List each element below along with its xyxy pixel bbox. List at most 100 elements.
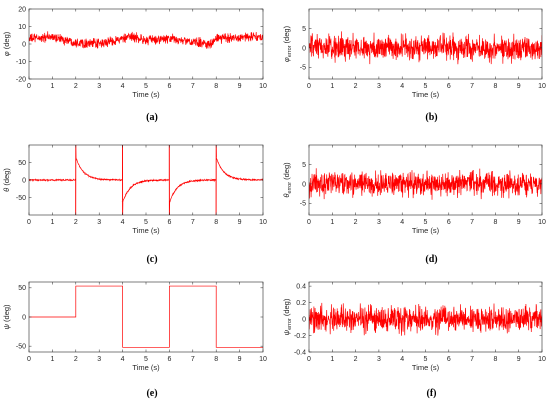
y-tick-label: 10 (18, 24, 26, 31)
x-tick-label: 4 (121, 356, 125, 363)
x-tick-label: 9 (238, 356, 242, 363)
y-axis-unit: (deg) (2, 31, 11, 51)
x-tick-label: 1 (330, 356, 334, 363)
y-axis-unit: (deg) (2, 304, 11, 324)
x-axis-label: Time (s) (412, 226, 440, 235)
y-axis-symbol: θ (2, 188, 11, 192)
x-tick-label: 1 (50, 356, 54, 363)
y-axis-unit: (deg) (2, 168, 11, 188)
series-line-b (309, 31, 542, 65)
x-tick-label: 1 (50, 83, 54, 90)
x-tick-label: 10 (259, 83, 267, 90)
x-tick-label: 6 (167, 219, 171, 226)
x-tick-label: 10 (259, 356, 267, 363)
y-tick-label: -20 (16, 76, 26, 83)
y-tick-label: 0 (302, 316, 306, 323)
x-tick-label: 4 (121, 219, 125, 226)
chart-c: 0 1 2 3 4 5 6 7 8 9 10 -50 0 50 Time (s) θ (deg) (c) (2, 144, 267, 265)
y-tick-label: 20 (18, 6, 26, 13)
y-tick-label: 0.2 (296, 300, 306, 307)
series-line-c (29, 145, 263, 215)
panel-label-d: (d) (425, 254, 437, 265)
x-tick-label: 8 (493, 219, 497, 226)
x-tick-label: 5 (424, 356, 428, 363)
panel-label-a: (a) (146, 112, 158, 123)
x-axis-label: Time (s) (412, 363, 440, 372)
y-axis-symbol: ψ (282, 329, 291, 335)
x-tick-label: 6 (167, 83, 171, 90)
y-axis-subscript: error (287, 318, 293, 330)
x-tick-label: 6 (447, 356, 451, 363)
series-line-f (309, 302, 542, 336)
y-axis-unit: (deg) (282, 162, 291, 182)
x-tick-label: 4 (121, 83, 125, 90)
y-axis-unit: (deg) (282, 25, 291, 45)
y-tick-label: -0.4 (294, 349, 306, 356)
x-tick-label: 1 (50, 219, 54, 226)
y-axis-symbol: φ (282, 57, 291, 62)
x-tick-label: 6 (167, 356, 171, 363)
x-tick-label: 0 (307, 83, 311, 90)
x-tick-label: 0 (307, 356, 311, 363)
x-axis-label: Time (s) (132, 90, 160, 99)
y-axis-label: ψ (deg) (2, 304, 11, 330)
panel-label-c: (c) (146, 254, 157, 265)
x-tick-label: 6 (447, 83, 451, 90)
y-axis-subscript: error (287, 182, 293, 194)
x-tick-label: 5 (144, 219, 148, 226)
series-line-a (29, 31, 263, 49)
x-tick-label: 7 (191, 83, 195, 90)
x-tick-label: 0 (307, 219, 311, 226)
x-tick-label: 7 (470, 83, 474, 90)
x-tick-label: 8 (493, 356, 497, 363)
x-tick-label: 9 (517, 219, 521, 226)
x-tick-label: 1 (330, 219, 334, 226)
y-tick-label: -5 (300, 65, 306, 72)
x-tick-label: 8 (214, 219, 218, 226)
y-axis-symbol: θ (282, 194, 291, 198)
y-tick-label: 50 (18, 160, 26, 167)
x-tick-label: 7 (191, 219, 195, 226)
x-tick-label: 8 (214, 356, 218, 363)
y-tick-label: -50 (16, 344, 26, 351)
panel-label-f: (f) (427, 388, 437, 399)
y-axis-unit: (deg) (282, 298, 291, 318)
panel-label-b: (b) (425, 112, 437, 123)
y-tick-label: -50 (16, 195, 26, 202)
x-axis-label: Time (s) (132, 363, 160, 372)
x-axis-label: Time (s) (132, 226, 160, 235)
y-tick-label: 0 (22, 314, 26, 321)
x-tick-label: 5 (424, 83, 428, 90)
y-axis-symbol: ψ (2, 324, 11, 330)
x-tick-label: 9 (238, 219, 242, 226)
x-tick-label: 0 (27, 356, 31, 363)
x-tick-label: 10 (538, 83, 546, 90)
x-tick-label: 9 (517, 356, 521, 363)
y-tick-label: 0 (302, 45, 306, 52)
x-tick-label: 8 (214, 83, 218, 90)
x-tick-label: 0 (27, 83, 31, 90)
x-tick-label: 10 (259, 219, 267, 226)
y-axis-subscript: error (287, 45, 293, 57)
x-tick-label: 2 (74, 356, 78, 363)
series-line-d (309, 168, 542, 200)
x-tick-label: 2 (354, 219, 358, 226)
x-tick-label: 3 (97, 356, 101, 363)
x-tick-label: 4 (400, 219, 404, 226)
y-axis-label: θerror (deg) (282, 162, 293, 198)
y-tick-label: -10 (16, 59, 26, 66)
x-tick-label: 4 (400, 83, 404, 90)
x-tick-label: 1 (330, 83, 334, 90)
series-line-e (29, 285, 263, 348)
x-tick-label: 9 (517, 83, 521, 90)
y-tick-label: 0 (22, 41, 26, 48)
x-tick-label: 9 (238, 83, 242, 90)
x-tick-label: 2 (354, 356, 358, 363)
x-tick-label: 5 (424, 219, 428, 226)
x-tick-label: 5 (144, 356, 148, 363)
x-tick-label: 2 (74, 83, 78, 90)
y-tick-label: 5 (302, 162, 306, 169)
